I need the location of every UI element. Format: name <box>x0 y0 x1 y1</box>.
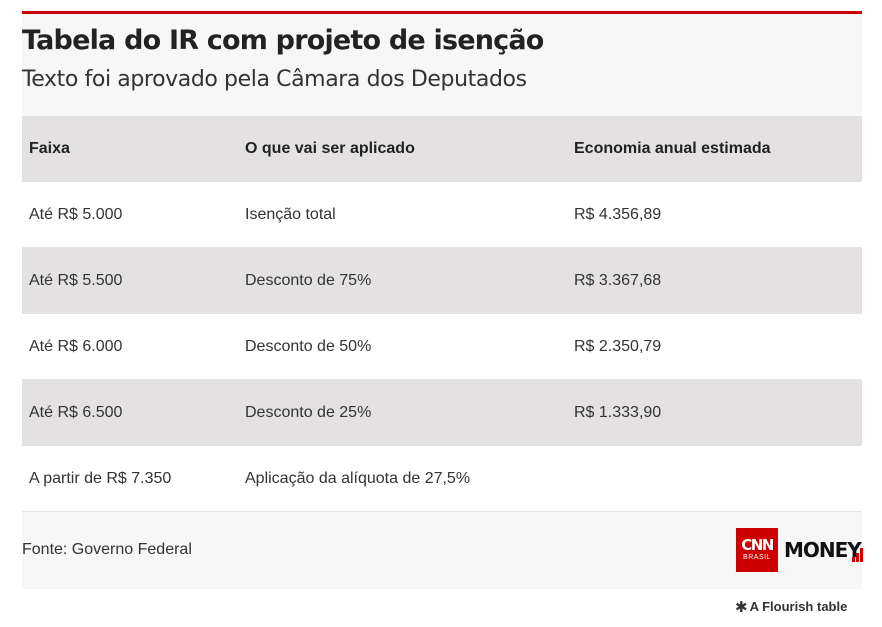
cell-faixa: Até R$ 6.000 <box>29 338 123 355</box>
logo-cnn-text: CNN <box>741 536 774 554</box>
cell-aplicado: Isenção total <box>245 206 336 223</box>
column-header-economia[interactable]: Economia anual estimada <box>574 140 771 157</box>
cell-economia: R$ 3.367,68 <box>574 272 662 289</box>
logo-money-text: MONEY <box>784 538 862 562</box>
table-row: A partir de R$ 7.350 Aplicação da alíquo… <box>22 446 862 512</box>
cell-economia: R$ 4.356,89 <box>574 206 662 223</box>
logo-cnn-sub-text: BRASIL <box>743 554 771 561</box>
cnn-money-logo[interactable]: CNN BRASIL MONEY <box>736 528 864 572</box>
cell-aplicado: Desconto de 50% <box>245 338 372 355</box>
bar-chart-icon <box>852 548 864 562</box>
column-header-faixa[interactable]: Faixa <box>29 140 70 157</box>
table-card: Tabela do IR com projeto de isenção Text… <box>22 11 864 589</box>
table-header-row: Faixa O que vai ser aplicado Economia an… <box>22 116 862 182</box>
cell-faixa: Até R$ 5.500 <box>29 272 123 289</box>
cell-faixa: Até R$ 6.500 <box>29 404 123 421</box>
cell-economia: R$ 2.350,79 <box>574 338 662 355</box>
data-table: Faixa O que vai ser aplicado Economia an… <box>22 116 862 512</box>
cnn-brasil-logo-icon: CNN BRASIL <box>736 528 778 572</box>
column-header-aplicado[interactable]: O que vai ser aplicado <box>245 140 415 157</box>
cell-aplicado: Aplicação da alíquota de 27,5% <box>245 470 471 487</box>
table-row: Até R$ 5.000 Isenção total R$ 4.356,89 <box>22 182 862 248</box>
cell-economia: R$ 1.333,90 <box>574 404 662 421</box>
asterisk-icon: ✱ <box>735 599 748 616</box>
cell-aplicado: Desconto de 25% <box>245 404 372 421</box>
table-title: Tabela do IR com projeto de isenção <box>22 25 544 56</box>
source-note: Fonte: Governo Federal <box>22 541 192 558</box>
cell-faixa: A partir de R$ 7.350 <box>29 470 172 487</box>
flourish-credit-label: A Flourish table <box>749 599 848 614</box>
table-subtitle: Texto foi aprovado pela Câmara dos Deput… <box>22 67 527 92</box>
cell-faixa: Até R$ 5.000 <box>29 206 123 223</box>
table-row: Até R$ 6.500 Desconto de 25% R$ 1.333,90 <box>22 380 862 446</box>
accent-rule <box>22 11 862 14</box>
flourish-credit-link[interactable]: ✱ A Flourish table <box>735 598 847 616</box>
table-row: Até R$ 6.000 Desconto de 50% R$ 2.350,79 <box>22 314 862 380</box>
cell-aplicado: Desconto de 75% <box>245 272 372 289</box>
table-row: Até R$ 5.500 Desconto de 75% R$ 3.367,68 <box>22 248 862 314</box>
